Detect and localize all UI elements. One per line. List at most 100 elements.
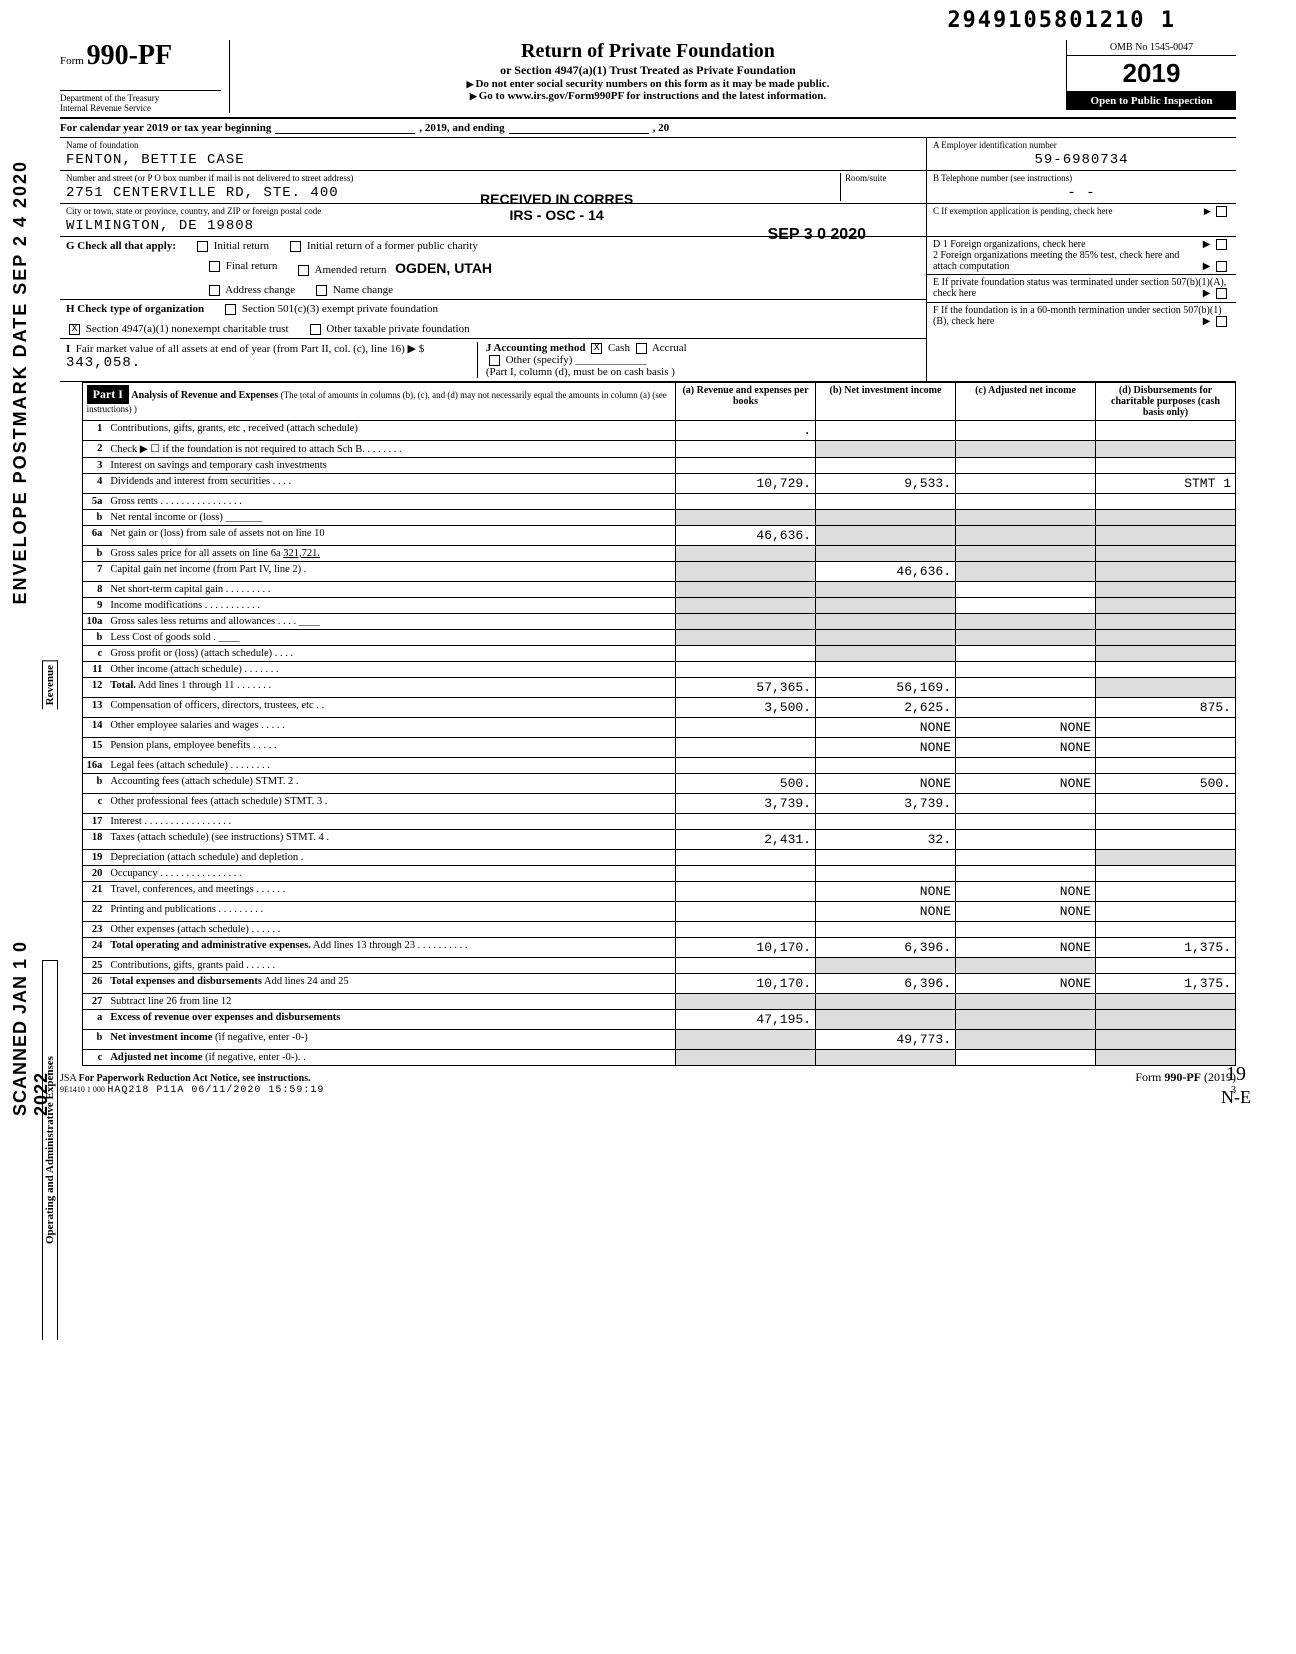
postmark-side-text: ENVELOPE POSTMARK DATE SEP 2 4 2020 <box>10 160 31 604</box>
table-row: cGross profit or (loss) (attach schedule… <box>82 646 1235 662</box>
table-row: 24Total operating and administrative exp… <box>82 938 1235 958</box>
g-address-checkbox[interactable] <box>209 285 220 296</box>
table-row: 16aLegal fees (attach schedule) . . . . … <box>82 758 1235 774</box>
table-row: 4Dividends and interest from securities … <box>82 474 1235 494</box>
h-501c3-checkbox[interactable] <box>225 304 236 315</box>
table-row: 11Other income (attach schedule) . . . .… <box>82 662 1235 678</box>
d2-label: 2 Foreign organizations meeting the 85% … <box>933 250 1179 272</box>
table-row: 22Printing and publications . . . . . . … <box>82 902 1235 922</box>
col-c-header: (c) Adjusted net income <box>956 383 1096 421</box>
ein-label: A Employer identification number <box>933 140 1230 150</box>
return-title: Return of Private Foundation <box>240 40 1056 63</box>
j-other-checkbox[interactable] <box>489 355 500 366</box>
table-row: aExcess of revenue over expenses and dis… <box>82 1010 1235 1030</box>
f-checkbox[interactable] <box>1216 316 1227 327</box>
f-label: F If the foundation is in a 60-month ter… <box>933 305 1222 327</box>
tax-year: 2019 <box>1067 56 1236 92</box>
e-checkbox[interactable] <box>1216 288 1227 299</box>
revenue-vert-label: Revenue <box>42 660 58 709</box>
j-note: (Part I, column (d), must be on cash bas… <box>486 366 675 378</box>
form-number: Form 990-PF <box>60 40 221 72</box>
ogden-stamp: OGDEN, UTAH <box>395 260 492 276</box>
table-row: 8Net short-term capital gain . . . . . .… <box>82 582 1235 598</box>
tel-label: B Telephone number (see instructions) <box>933 173 1230 183</box>
table-row: 27Subtract line 26 from line 12 <box>82 994 1235 1010</box>
return-subtitle: or Section 4947(a)(1) Trust Treated as P… <box>240 63 1056 78</box>
g-initial-checkbox[interactable] <box>197 241 208 252</box>
goto-url: Go to www.irs.gov/Form990PF for instruct… <box>240 90 1056 102</box>
handwritten-19: 19 <box>1226 1063 1246 1086</box>
part1-table: Part I Analysis of Revenue and Expenses … <box>82 382 1236 1066</box>
table-row: 25Contributions, gifts, grants paid . . … <box>82 958 1235 974</box>
part1-header: Part I <box>87 385 129 404</box>
table-row: 1Contributions, gifts, grants, etc , rec… <box>82 421 1235 441</box>
table-row: 9Income modifications . . . . . . . . . … <box>82 598 1235 614</box>
street-label: Number and street (or P O box number if … <box>66 173 840 183</box>
expenses-vert-label: Operating and Administrative Expenses <box>42 960 58 1340</box>
fmv-value: 343,058. <box>66 355 141 371</box>
d2-checkbox[interactable] <box>1216 261 1227 272</box>
table-row: 23Other expenses (attach schedule) . . .… <box>82 922 1235 938</box>
table-row: 6aNet gain or (loss) from sale of assets… <box>82 526 1235 546</box>
table-row: bGross sales price for all assets on lin… <box>82 546 1235 562</box>
table-row: 18Taxes (attach schedule) (see instructi… <box>82 830 1235 850</box>
table-row: 14Other employee salaries and wages . . … <box>82 718 1235 738</box>
calendar-year-row: For calendar year 2019 or tax year begin… <box>60 119 1236 138</box>
table-row: 5aGross rents . . . . . . . . . . . . . … <box>82 494 1235 510</box>
j-accrual-checkbox[interactable] <box>636 343 647 354</box>
table-row: 12Total. Add lines 1 through 11 . . . . … <box>82 678 1235 698</box>
g-former-checkbox[interactable] <box>290 241 301 252</box>
col-a-header: (a) Revenue and expenses per books <box>676 383 816 421</box>
form-header: Form 990-PF Department of the Treasury I… <box>60 40 1236 119</box>
handwritten-ne: N-E <box>1221 1087 1251 1108</box>
table-row: 15Pension plans, employee benefits . . .… <box>82 738 1235 758</box>
foundation-name: FENTON, BETTIE CASE <box>66 152 920 168</box>
table-row: 26Total expenses and disbursements Add l… <box>82 974 1235 994</box>
table-row: 13Compensation of officers, directors, t… <box>82 698 1235 718</box>
e-label: E If private foundation status was termi… <box>933 277 1226 299</box>
table-row: bNet investment income (if negative, ent… <box>82 1030 1235 1050</box>
h-other-checkbox[interactable] <box>310 324 321 335</box>
sep-date-stamp: SEP 3 0 2020 <box>768 226 866 244</box>
table-row: bAccounting fees (attach schedule) STMT.… <box>82 774 1235 794</box>
form-footer: Form 990-PF (2019) <box>1135 1070 1236 1084</box>
g-name-checkbox[interactable] <box>316 285 327 296</box>
i-j-row: I Fair market value of all assets at end… <box>60 339 926 381</box>
city-label: City or town, state or province, country… <box>66 206 920 216</box>
footer: JSA For Paperwork Reduction Act Notice, … <box>60 1070 1236 1096</box>
name-label: Name of foundation <box>66 140 920 150</box>
col-d-header: (d) Disbursements for charitable purpose… <box>1096 383 1236 421</box>
g-final-checkbox[interactable] <box>209 261 220 272</box>
table-row: 20Occupancy . . . . . . . . . . . . . . … <box>82 866 1235 882</box>
street-value: 2751 CENTERVILLE RD, STE. 400 <box>66 185 840 201</box>
table-row: 19Depreciation (attach schedule) and dep… <box>82 850 1235 866</box>
entity-info-grid: Name of foundation FENTON, BETTIE CASE N… <box>60 138 1236 237</box>
g-amended-checkbox[interactable] <box>298 265 309 276</box>
d1-checkbox[interactable] <box>1216 239 1227 250</box>
room-label: Room/suite <box>845 173 920 183</box>
table-row: bLess Cost of goods sold . ____ <box>82 630 1235 646</box>
dept-treasury: Department of the Treasury Internal Reve… <box>60 90 221 113</box>
c-checkbox[interactable] <box>1216 206 1227 217</box>
table-row: 7Capital gain net income (from Part IV, … <box>82 562 1235 582</box>
table-row: bNet rental income or (loss) _______ <box>82 510 1235 526</box>
table-row: 3Interest on savings and temporary cash … <box>82 458 1235 474</box>
ssn-warning: Do not enter social security numbers on … <box>240 78 1056 90</box>
g-check-row: G Check all that apply: Initial return I… <box>60 237 926 300</box>
table-row: 21Travel, conferences, and meetings . . … <box>82 882 1235 902</box>
public-inspection: Open to Public Inspection <box>1067 92 1236 110</box>
d1-label: D 1 Foreign organizations, check here <box>933 239 1086 250</box>
tel-value: - - <box>933 185 1230 201</box>
ein-value: 59-6980734 <box>933 152 1230 168</box>
table-row: 10aGross sales less returns and allowanc… <box>82 614 1235 630</box>
h-check-row: H Check type of organization Section 501… <box>60 300 926 339</box>
barcode-number: 2949105801210 1 <box>947 8 1176 33</box>
table-row: cAdjusted net income (if negative, enter… <box>82 1050 1235 1066</box>
j-cash-checkbox[interactable]: X <box>591 343 602 354</box>
col-b-header: (b) Net investment income <box>816 383 956 421</box>
table-row: cOther professional fees (attach schedul… <box>82 794 1235 814</box>
table-row: 17Interest . . . . . . . . . . . . . . .… <box>82 814 1235 830</box>
table-row: 2Check ▶ ☐ if the foundation is not requ… <box>82 441 1235 458</box>
c-exemption-label: C If exemption application is pending, c… <box>933 206 1112 216</box>
h-4947-checkbox[interactable]: X <box>69 324 80 335</box>
